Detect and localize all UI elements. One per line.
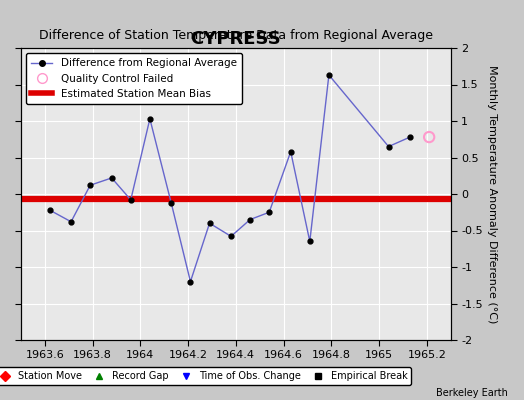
Title: CYPRESS: CYPRESS xyxy=(190,30,281,48)
Text: Difference of Station Temperature Data from Regional Average: Difference of Station Temperature Data f… xyxy=(39,29,433,42)
Legend: Station Move, Record Gap, Time of Obs. Change, Empirical Break: Station Move, Record Gap, Time of Obs. C… xyxy=(0,368,411,385)
Text: Berkeley Earth: Berkeley Earth xyxy=(436,388,508,398)
Point xyxy=(425,134,433,140)
Y-axis label: Monthly Temperature Anomaly Difference (°C): Monthly Temperature Anomaly Difference (… xyxy=(487,65,497,323)
